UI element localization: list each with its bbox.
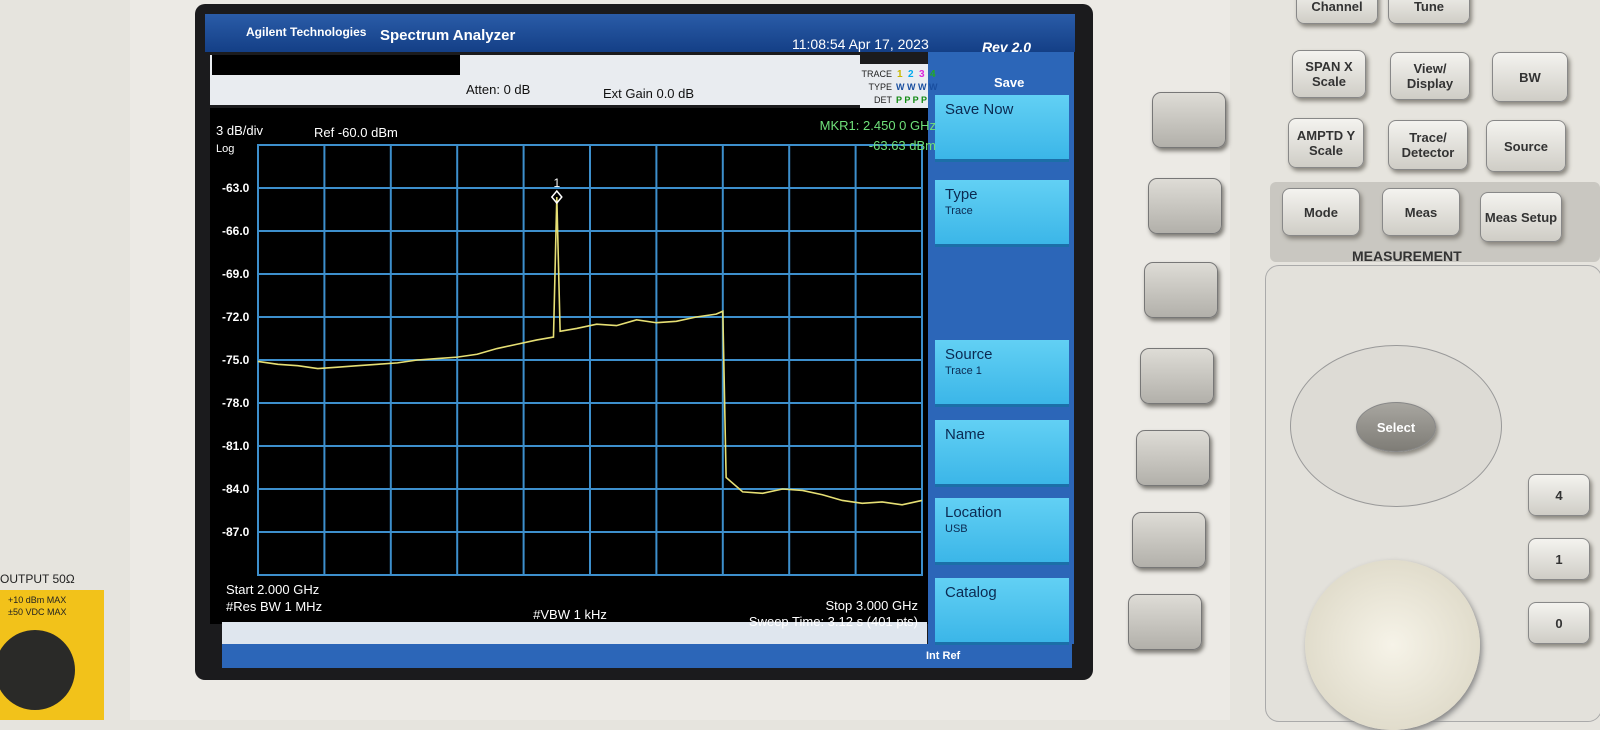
softkey-label: Source: [945, 346, 993, 363]
softkey-title: Save: [994, 75, 1025, 90]
softkey-label: Catalog: [945, 584, 997, 601]
revision: Rev 2.0: [982, 39, 1032, 55]
atten: Atten: 0 dB: [466, 82, 531, 97]
y-tick-label: -69.0: [222, 267, 250, 281]
softkey-label: Type: [945, 186, 978, 203]
softkey-label: Save Now: [945, 101, 1014, 118]
y-tick-label: -81.0: [222, 439, 250, 453]
y-tick-label: -78.0: [222, 396, 250, 410]
marker-readout: -63.63 dBm: [869, 138, 936, 153]
softkey[interactable]: Source Trace 1: [935, 340, 1069, 407]
trace-row-label: TYPE: [868, 82, 892, 92]
brand: Agilent Technologies: [246, 25, 367, 39]
softkey[interactable]: Type Trace: [935, 180, 1069, 247]
y-tick-label: -72.0: [222, 310, 250, 324]
trace-number: 1: [897, 69, 903, 80]
front-button[interactable]: Meas Setup: [1480, 192, 1562, 242]
footer-vbw: #VBW 1 kHz: [533, 607, 607, 622]
side-key[interactable]: [1152, 92, 1226, 148]
digit-key[interactable]: 4: [1528, 474, 1590, 516]
softkey-label: Name: [945, 426, 986, 443]
softkey[interactable]: Catalog: [935, 578, 1069, 645]
marker: [550, 189, 563, 205]
trace-det-row: P P P P: [896, 95, 927, 105]
front-button[interactable]: Mode: [1282, 188, 1360, 236]
output-max: ±50 VDC MAX: [8, 607, 67, 617]
trace-number: 3: [919, 69, 925, 80]
marker-label: 1: [553, 176, 560, 190]
scale-type: Log: [216, 143, 234, 155]
softkey[interactable]: Name: [935, 420, 1069, 487]
int-ref: Int Ref: [926, 650, 961, 662]
front-button[interactable]: View/ Display: [1390, 52, 1470, 100]
trace-row-label: TRACE: [861, 69, 892, 79]
datetime: 11:08:54 Apr 17, 2023: [792, 36, 929, 52]
footer-stop: Stop 3.000 GHz: [826, 598, 919, 613]
side-key[interactable]: [1144, 262, 1218, 318]
front-button[interactable]: Tune: [1388, 0, 1470, 24]
trace-number: 4: [930, 69, 936, 80]
side-key[interactable]: [1148, 178, 1222, 234]
header-bar: [205, 14, 1075, 52]
y-tick-label: -66.0: [222, 224, 250, 238]
softkey[interactable]: Location USB: [935, 498, 1069, 565]
trace-type-row: W W W W: [896, 82, 938, 92]
softkey-label: Location: [945, 504, 1002, 521]
output-connector: [0, 630, 75, 710]
y-tick-label: -84.0: [222, 482, 250, 496]
section-label: MEASUREMENT: [1352, 248, 1462, 264]
footer-start: Start 2.000 GHz: [226, 582, 319, 597]
mode: Spectrum Analyzer: [380, 27, 516, 44]
ext-gain: Ext Gain 0.0 dB: [603, 86, 695, 101]
y-tick-label: -87.0: [222, 525, 250, 539]
front-button[interactable]: Trace/ Detector: [1388, 120, 1468, 170]
front-button[interactable]: Source: [1486, 120, 1566, 172]
select-button[interactable]: Select: [1356, 402, 1436, 452]
digit-key[interactable]: 1: [1528, 538, 1590, 580]
softkey[interactable]: Save Now: [935, 95, 1069, 162]
status-line: [222, 644, 1072, 668]
y-tick-label: -75.0: [222, 353, 250, 367]
knob: [1305, 560, 1480, 730]
trace-box: [860, 64, 940, 108]
front-button[interactable]: BW: [1492, 52, 1568, 102]
trace: [257, 197, 923, 506]
output-label: OUTPUT 50Ω: [0, 572, 75, 586]
output-max: +10 dBm MAX: [8, 595, 67, 605]
front-button[interactable]: AMPTD Y Scale: [1288, 118, 1364, 168]
footer-sweep: Sweep Time: 3.12 s (401 pts): [749, 614, 918, 629]
scale: 3 dB/div: [216, 123, 263, 138]
ref-level: Ref -60.0 dBm: [314, 125, 398, 140]
side-key[interactable]: [1140, 348, 1214, 404]
y-tick-label: -63.0: [222, 181, 250, 195]
softkey-value: Trace: [945, 205, 973, 217]
side-key[interactable]: [1128, 594, 1202, 650]
softkey-value: USB: [945, 523, 968, 535]
trace-number: 2: [908, 69, 914, 80]
softkey-value: Trace 1: [945, 365, 982, 377]
digit-key[interactable]: 0: [1528, 602, 1590, 644]
front-button[interactable]: Meas: [1382, 188, 1460, 236]
status-black-bar: [212, 55, 460, 75]
bottom-strip: [222, 622, 927, 644]
side-key[interactable]: [1132, 512, 1206, 568]
trace-row-label: DET: [874, 95, 893, 105]
marker-readout: MKR1: 2.450 0 GHz: [820, 118, 936, 133]
front-button[interactable]: Channel: [1296, 0, 1378, 24]
plot-background: [210, 108, 930, 624]
front-button[interactable]: SPAN X Scale: [1292, 50, 1366, 98]
footer-res-bw: #Res BW 1 MHz: [226, 599, 322, 614]
side-key[interactable]: [1136, 430, 1210, 486]
